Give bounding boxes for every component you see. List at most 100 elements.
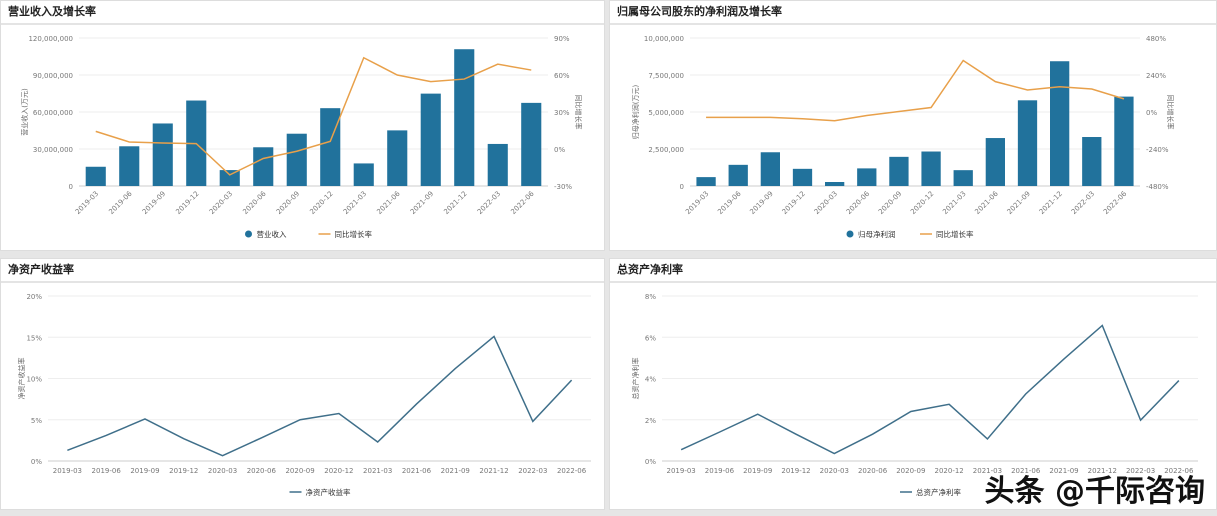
bar	[387, 130, 408, 186]
x-tick-label: 2021-06	[402, 467, 432, 475]
y-axis-label: 净资产收益率	[17, 358, 26, 400]
x-tick-label: 2021-03	[363, 467, 392, 475]
y-axis-label: 营业收入(万元)	[20, 88, 29, 136]
roe-panel: 净资产收益率 0% 5% 10% 15% 20% 净资产收益率 2019-03 2019-06…	[0, 258, 605, 510]
y2-tick-label: -30%	[554, 183, 572, 191]
revenue-panel: 营业收入及增长率 0 30,000,000 60,000,000 90,000,000…	[0, 0, 605, 251]
x-tick-label: 2019-09	[130, 467, 159, 475]
x-tick-label: 2019-06	[716, 189, 743, 216]
x-tick-label: 2021-06	[1011, 467, 1041, 475]
bar	[792, 168, 813, 186]
y-tick-label: 0%	[645, 458, 656, 466]
bar	[85, 166, 106, 186]
x-tick-label: 2019-12	[169, 467, 198, 475]
y-tick-label: 90,000,000	[33, 72, 73, 80]
legend-marker	[846, 230, 854, 238]
x-tick-label: 2019-03	[667, 467, 696, 475]
bar	[1050, 61, 1070, 186]
x-tick-label: 2022-06	[1164, 467, 1194, 475]
legend-marker	[245, 230, 252, 238]
y-tick-label: 5,000,000	[648, 109, 684, 117]
x-tick-label: 2020-09	[275, 190, 301, 216]
y-tick-label: 8%	[645, 293, 656, 301]
bar	[696, 177, 716, 186]
bar	[219, 170, 240, 186]
x-tick-label: 2019-06	[705, 467, 735, 475]
x-tick-label: 2019-09	[141, 190, 167, 216]
x-tick-label: 2020-09	[285, 467, 314, 475]
series-line	[95, 56, 532, 176]
x-tick-label: 2020-03	[208, 190, 234, 216]
bar	[253, 147, 274, 186]
legend-label: 营业收入	[257, 229, 287, 239]
series-line	[706, 59, 1125, 122]
x-tick-label: 2021-12	[1088, 467, 1117, 475]
bar	[152, 123, 173, 186]
x-tick-label: 2021-09	[1049, 467, 1078, 475]
y-tick-label: 6%	[645, 334, 656, 342]
series-line	[680, 324, 1180, 455]
x-tick-label: 2020-09	[896, 467, 925, 475]
series-line	[67, 335, 573, 457]
x-tick-label: 2019-03	[684, 190, 710, 216]
x-tick-label: 2019-09	[748, 190, 774, 216]
x-tick-label: 2021-12	[1038, 190, 1064, 216]
y-axis-label: 总资产净利率	[631, 358, 640, 400]
y-tick-label: 7,500,000	[648, 72, 684, 80]
bar	[889, 156, 909, 186]
x-tick-label: 2022-06	[557, 467, 587, 475]
panel-title: 净资产收益率	[1, 259, 604, 283]
x-tick-label: 2019-03	[53, 467, 82, 475]
x-tick-label: 2021-09	[409, 190, 435, 216]
panel-title: 总资产净利率	[610, 259, 1216, 283]
y-axis-label: 归母净利润(万元)	[631, 85, 640, 140]
bar	[454, 49, 475, 187]
x-tick-label: 2020-12	[308, 190, 334, 216]
roa-chart: 0% 2% 4% 6% 8% 总资产净利率 2019-03 2019-06 2019-09 201…	[631, 293, 1198, 497]
bar	[985, 138, 1005, 186]
bar	[857, 168, 877, 186]
x-tick-label: 2020-03	[820, 467, 849, 475]
y2-tick-label: -480%	[1146, 183, 1169, 191]
y-tick-label: 60,000,000	[33, 109, 73, 117]
bar	[1017, 100, 1038, 186]
y2-tick-label: 480%	[1146, 35, 1166, 43]
y-tick-label: 0%	[31, 458, 42, 466]
roe-chart: 0% 5% 10% 15% 20% 净资产收益率 2019-03 2019-06 2019-09…	[17, 293, 591, 497]
x-tick-label: 2021-12	[442, 190, 468, 216]
bar	[119, 146, 140, 186]
y2-tick-label: 0%	[554, 146, 565, 154]
x-tick-label: 2020-03	[208, 467, 237, 475]
x-tick-label: 2020-06	[845, 189, 872, 216]
watermark: 头条 @千际咨询	[984, 474, 1205, 509]
revenue-chart: 0 30,000,000 60,000,000 90,000,000 120,000,0…	[20, 35, 583, 239]
x-tick-label: 2019-06	[107, 189, 134, 216]
bar	[953, 170, 973, 186]
x-tick-label: 2019-09	[743, 467, 772, 475]
legend-label: 同比增长率	[936, 229, 974, 239]
legend-label: 同比增长率	[335, 229, 373, 239]
y-tick-label: 20%	[26, 293, 42, 301]
y-tick-label: 0	[680, 183, 684, 191]
legend-label: 归母净利润	[858, 229, 896, 239]
x-tick-label: 2022-03	[1126, 467, 1155, 475]
bar	[286, 133, 307, 186]
x-tick-label: 2021-09	[441, 467, 470, 475]
x-tick-label: 2020-09	[877, 190, 903, 216]
y-tick-label: 30,000,000	[33, 146, 73, 154]
x-tick-label: 2022-03	[518, 467, 547, 475]
y2-tick-label: 0%	[1146, 109, 1157, 117]
roa-panel: 总资产净利率 0% 2% 4% 6% 8% 总资产净利率 2019-03 2019-06 201…	[609, 258, 1217, 510]
bar	[320, 108, 341, 186]
bar	[420, 93, 441, 186]
x-tick-label: 2021-06	[375, 189, 402, 216]
bar	[1082, 137, 1102, 186]
x-tick-label: 2022-03	[1070, 190, 1096, 216]
y-tick-label: 0	[69, 183, 73, 191]
y-tick-label: 2,500,000	[648, 146, 684, 154]
bar	[487, 143, 508, 186]
x-tick-label: 2021-03	[941, 190, 967, 216]
net-profit-panel: 归属母公司股东的净利润及增长率 0 2,500,000 5,000,000 7,500…	[609, 0, 1217, 251]
legend-label: 净资产收益率	[306, 487, 351, 497]
x-tick-label: 2022-06	[509, 189, 536, 216]
